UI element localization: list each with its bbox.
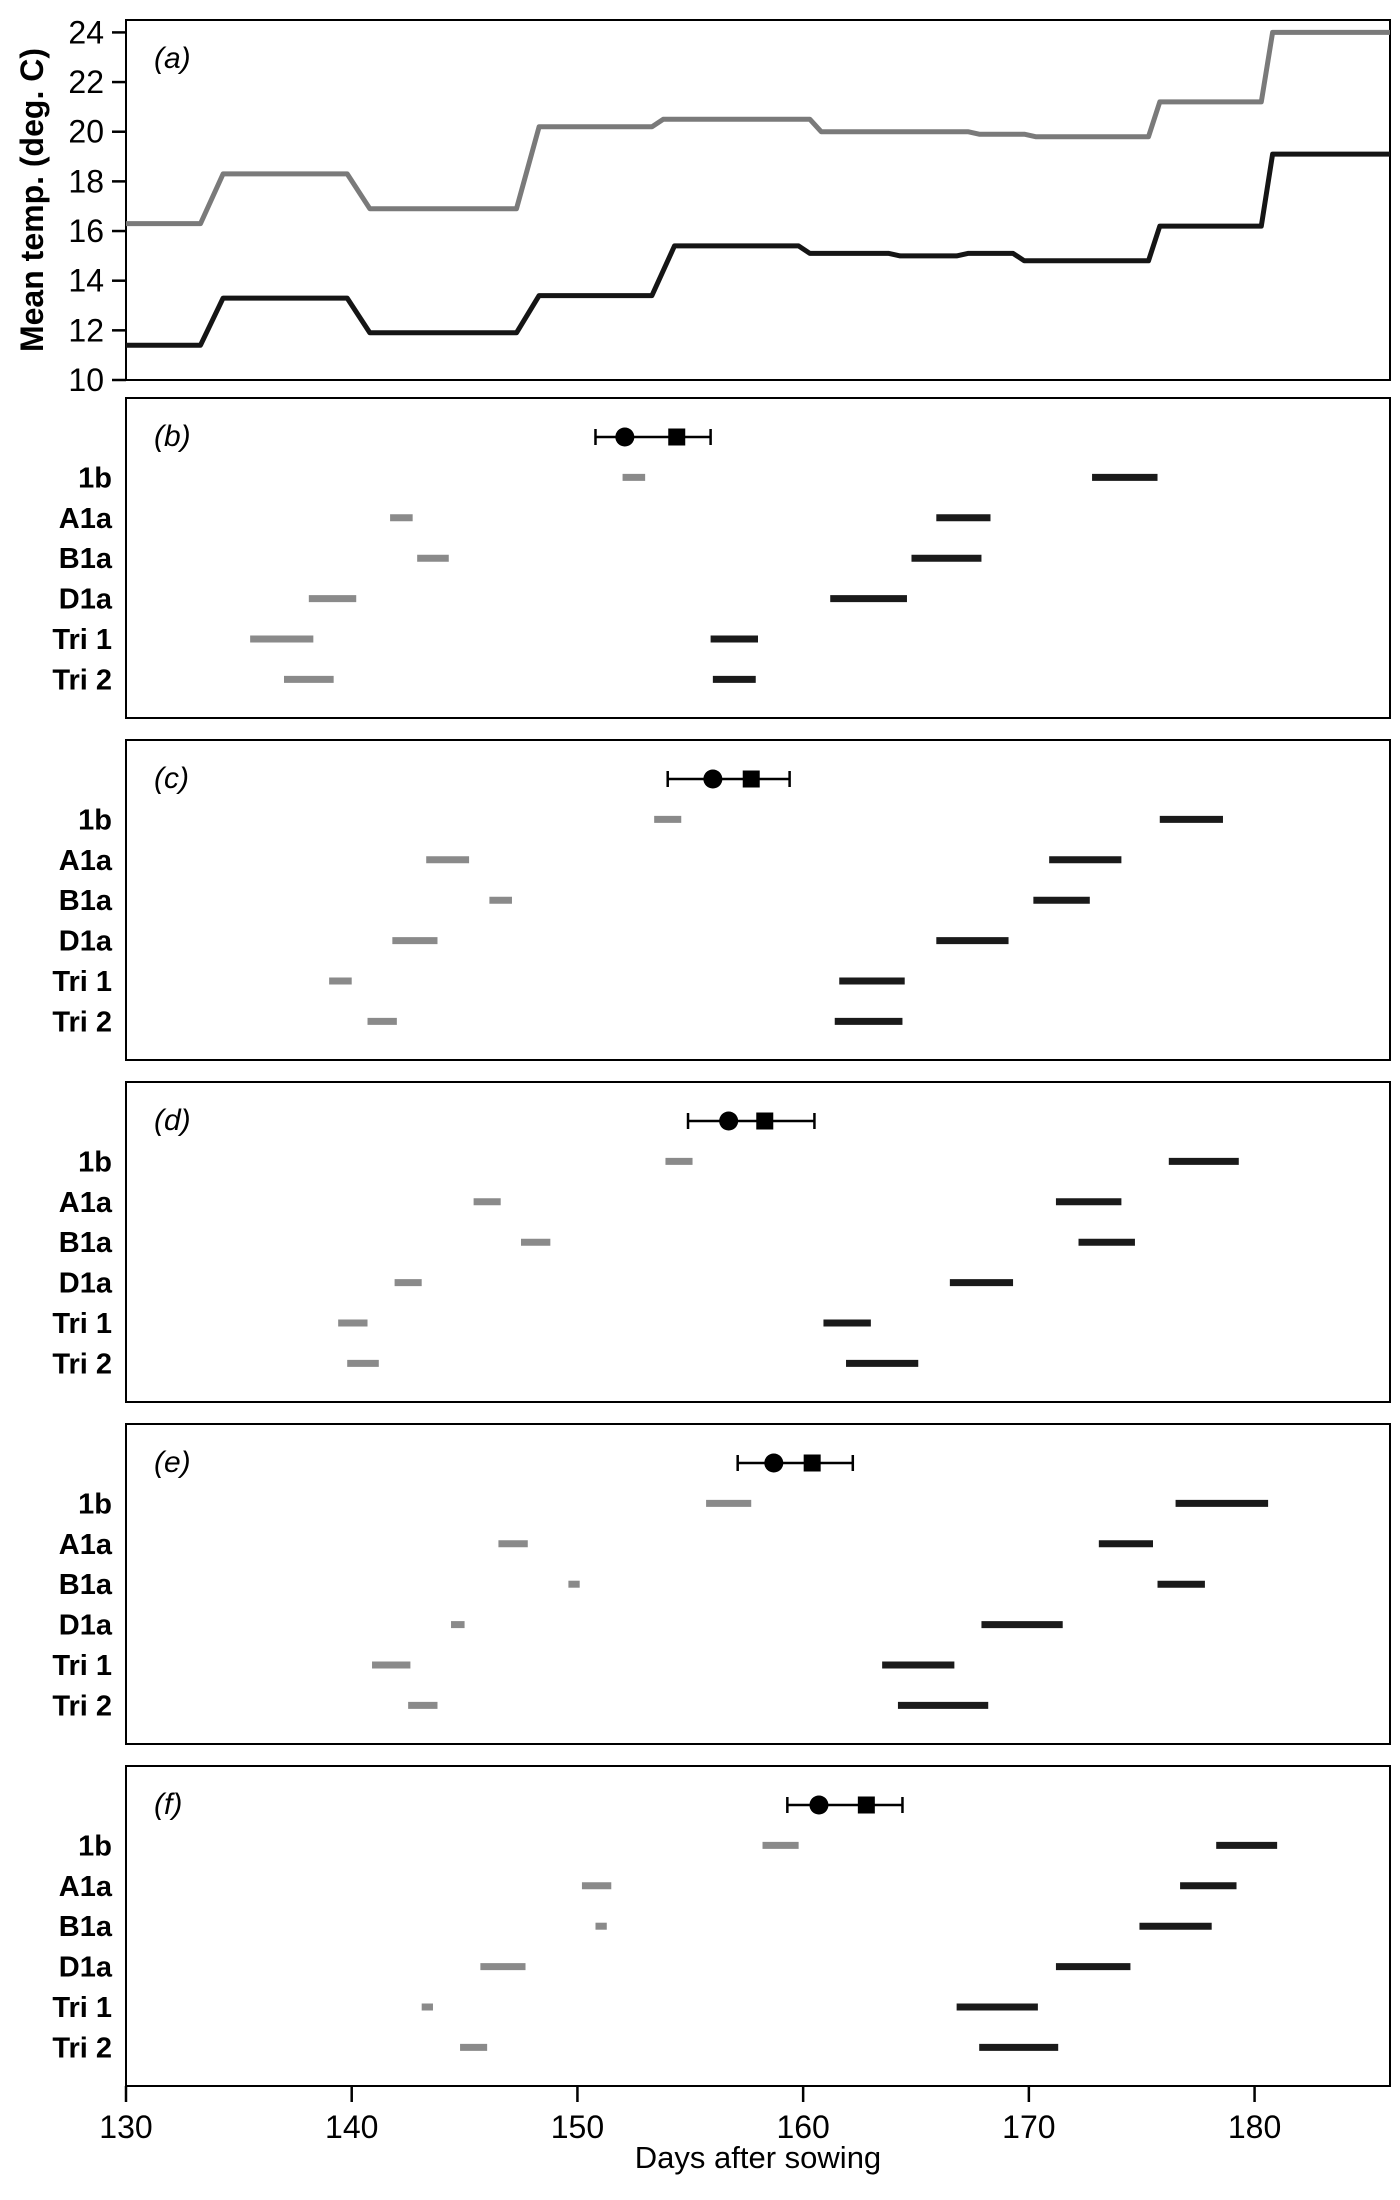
x-tick-label: 130 bbox=[99, 2109, 152, 2145]
x-tick-label: 150 bbox=[551, 2109, 604, 2145]
y-tick-label: 14 bbox=[68, 263, 104, 299]
panel-f-frame bbox=[125, 1765, 1391, 2087]
row-label: B1a bbox=[59, 1569, 113, 1601]
y-tick-label: 18 bbox=[68, 163, 104, 199]
row-label: Tri 1 bbox=[52, 1308, 112, 1340]
panel-letter-b: (b) bbox=[154, 420, 191, 453]
row-label: 1b bbox=[78, 1146, 112, 1178]
row-label: B1a bbox=[59, 885, 113, 917]
panel-letter-a: (a) bbox=[154, 42, 191, 75]
row-label: D1a bbox=[59, 1268, 113, 1300]
mean-square-marker bbox=[668, 428, 686, 446]
row-label: B1a bbox=[59, 1227, 113, 1259]
row-label: Tri 2 bbox=[52, 2032, 112, 2064]
row-label: Tri 2 bbox=[52, 1348, 112, 1380]
row-label: 1b bbox=[78, 1488, 112, 1520]
mean-square-marker bbox=[742, 770, 760, 788]
row-label: Tri 1 bbox=[52, 966, 112, 998]
x-tick-label: 160 bbox=[776, 2109, 829, 2145]
row-label: A1a bbox=[59, 503, 113, 535]
row-label: D1a bbox=[59, 584, 113, 616]
y-tick-label: 12 bbox=[68, 312, 104, 348]
row-label: Tri 2 bbox=[52, 664, 112, 696]
temp-line-upper-gray bbox=[126, 29, 1390, 227]
x-tick-label: 170 bbox=[1002, 2109, 1055, 2145]
panel-b-frame bbox=[125, 397, 1391, 719]
panel-letter-f: (f) bbox=[154, 1788, 182, 1821]
panel-e-frame bbox=[125, 1423, 1391, 1745]
y-tick-label: 20 bbox=[68, 114, 104, 150]
panel-letter-c: (c) bbox=[154, 762, 189, 795]
y-tick-label: 10 bbox=[68, 362, 104, 398]
panel-letter-e: (e) bbox=[154, 1446, 191, 1479]
row-label: Tri 1 bbox=[52, 1650, 112, 1682]
y-tick-label: 24 bbox=[68, 14, 104, 50]
temp-line-lower-black bbox=[126, 151, 1390, 348]
row-label: D1a bbox=[59, 1952, 113, 1984]
mean-square-marker bbox=[803, 1454, 821, 1472]
row-label: 1b bbox=[78, 804, 112, 836]
row-label: A1a bbox=[59, 1871, 113, 1903]
mean-circle-marker bbox=[719, 1111, 739, 1131]
row-label: Tri 2 bbox=[52, 1006, 112, 1038]
row-label: 1b bbox=[78, 462, 112, 494]
row-label: D1a bbox=[59, 1610, 113, 1642]
row-label: B1a bbox=[59, 1911, 113, 1943]
x-axis-title: Days after sowing bbox=[634, 2140, 882, 2175]
mean-circle-marker bbox=[764, 1453, 784, 1473]
y-tick-label: 16 bbox=[68, 213, 104, 249]
mean-circle-marker bbox=[615, 427, 635, 447]
panel-d-frame bbox=[125, 1081, 1391, 1403]
mean-square-marker bbox=[756, 1112, 774, 1130]
row-label: A1a bbox=[59, 1187, 113, 1219]
row-label: Tri 1 bbox=[52, 624, 112, 656]
panel-letter-d: (d) bbox=[154, 1104, 191, 1137]
row-label: A1a bbox=[59, 1529, 113, 1561]
mean-circle-marker bbox=[703, 769, 723, 789]
y-tick-label: 22 bbox=[68, 64, 104, 100]
mean-circle-marker bbox=[809, 1795, 829, 1815]
row-label: B1a bbox=[59, 543, 113, 575]
row-label: Tri 2 bbox=[52, 1690, 112, 1722]
row-label: A1a bbox=[59, 845, 113, 877]
x-tick-label: 180 bbox=[1228, 2109, 1281, 2145]
row-label: 1b bbox=[78, 1830, 112, 1862]
row-label: D1a bbox=[59, 926, 113, 958]
panel-a-frame bbox=[125, 19, 1391, 381]
panel-c-frame bbox=[125, 739, 1391, 1061]
mean-square-marker bbox=[857, 1796, 875, 1814]
row-label: Tri 1 bbox=[52, 1992, 112, 2024]
x-tick-label: 140 bbox=[325, 2109, 378, 2145]
y-axis-title: Mean temp. (deg. C) bbox=[14, 48, 50, 353]
